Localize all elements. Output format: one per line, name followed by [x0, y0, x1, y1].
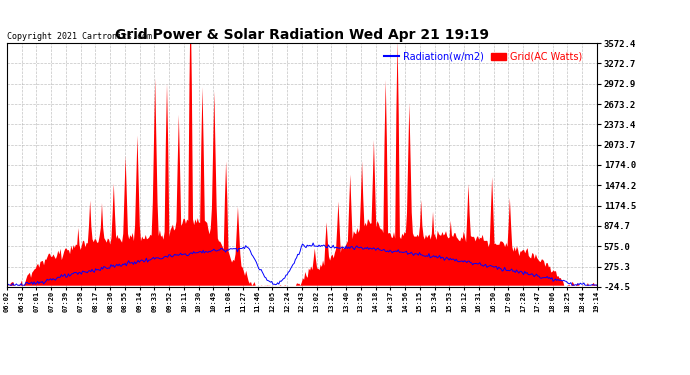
Legend: Radiation(w/m2), Grid(AC Watts): Radiation(w/m2), Grid(AC Watts) — [380, 48, 586, 66]
Text: Copyright 2021 Cartronics.com: Copyright 2021 Cartronics.com — [7, 32, 152, 41]
Title: Grid Power & Solar Radiation Wed Apr 21 19:19: Grid Power & Solar Radiation Wed Apr 21 … — [115, 28, 489, 42]
